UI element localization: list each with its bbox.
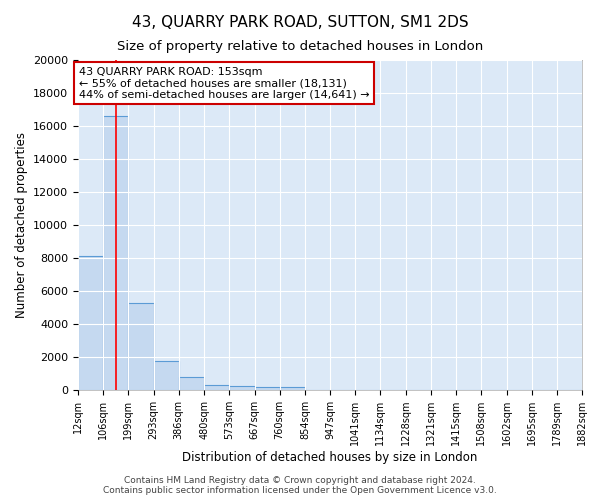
Bar [254,386,280,390]
Bar [154,361,179,390]
X-axis label: Distribution of detached houses by size in London: Distribution of detached houses by size … [182,451,478,464]
Bar [280,386,305,390]
Text: 43 QUARRY PARK ROAD: 153sqm
← 55% of detached houses are smaller (18,131)
44% of: 43 QUARRY PARK ROAD: 153sqm ← 55% of det… [79,66,370,100]
Y-axis label: Number of detached properties: Number of detached properties [14,132,28,318]
Text: Contains HM Land Registry data © Crown copyright and database right 2024.
Contai: Contains HM Land Registry data © Crown c… [103,476,497,495]
Bar [128,302,154,390]
Text: Size of property relative to detached houses in London: Size of property relative to detached ho… [117,40,483,53]
Bar [204,385,229,390]
Bar [78,256,103,390]
Text: 43, QUARRY PARK ROAD, SUTTON, SM1 2DS: 43, QUARRY PARK ROAD, SUTTON, SM1 2DS [131,15,469,30]
Bar [229,386,254,390]
Bar [103,116,128,390]
Bar [179,377,204,390]
